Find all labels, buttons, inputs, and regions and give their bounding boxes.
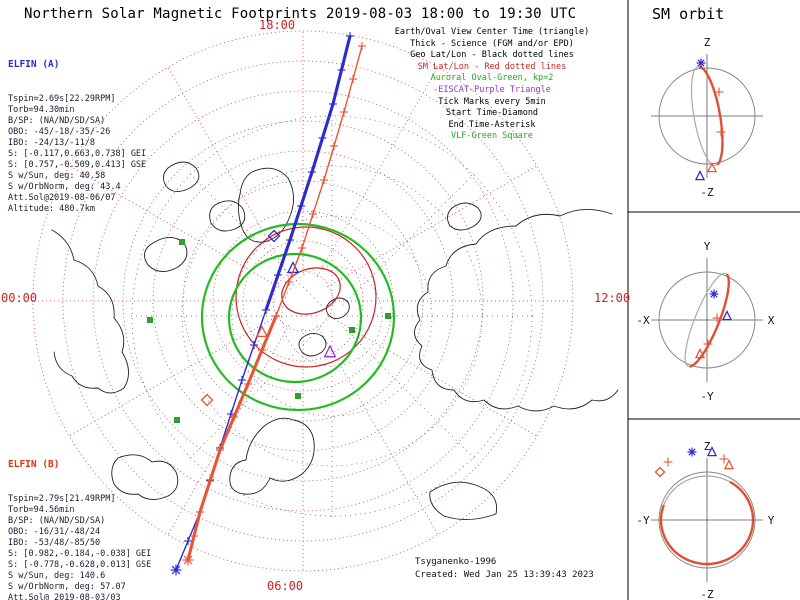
elfin-a-info-line: S: [0.757,-0.509,0.413] GSE <box>8 160 147 170</box>
legend-line: Thick - Science (FGM and/or EPD) <box>410 38 574 49</box>
orbit-axis-label: X <box>768 314 775 327</box>
footprint-track-elfin-b <box>182 42 366 566</box>
orbit-axis-label: Y <box>768 514 775 527</box>
elfin-a-parameter-lines: Tspin=2.69s[22.29RPM] Torb=94.30min B/SP: … <box>8 94 146 215</box>
elfin-a-info-line: IBO: -24/13/-11/8 <box>8 138 95 148</box>
created-timestamp: Created: Wed Jan 25 13:39:43 2023 <box>415 570 594 580</box>
coastlines <box>51 161 619 520</box>
elfin-a-header: ELFIN (A) <box>8 59 60 70</box>
plot-title: Northern Solar Magnetic Footprints 2019-… <box>24 6 577 22</box>
elfin-a-info-line: B/SP: (NA/ND/SD/SA) <box>8 116 106 126</box>
elfin-b-info-line: B/SP: (NA/ND/SD/SA) <box>8 516 106 526</box>
elfin-b-info-line: Torb=94.56min <box>8 505 75 515</box>
sm-view-circles <box>235 226 377 368</box>
orbit-axis-label: -X <box>636 314 650 327</box>
auroral-oval <box>200 222 396 412</box>
orbit-axis-label: -Z <box>700 588 714 600</box>
mlt-label-0600: 06:00 <box>267 579 304 593</box>
elfin-a-info-line: S: [-0.117,0.663,0.738] GEI <box>8 149 147 159</box>
sm-orbit-panel-1: Z -Z <box>651 36 763 199</box>
elfin-a-info-line: S w/OrbNorm, deg: 43.4 <box>8 182 121 192</box>
panel-dividers <box>627 0 800 600</box>
legend-line: Tick Marks every 5min <box>438 96 546 107</box>
elfin-b-info-line: OBO: -16/31/-48/24 <box>8 527 101 537</box>
orbit-axis-label: Z <box>704 440 711 453</box>
legend-line: Earth/Oval View Center Time (triangle) <box>394 27 590 37</box>
footprint-track-elfin-a <box>170 32 354 576</box>
legend-line: Auroral Oval-Green, kp=2 <box>430 73 554 84</box>
mlt-label-0000: 00:00 <box>1 291 38 305</box>
elfin-a-info-block: ELFIN (A) Tspin=2.69s[22.29RPM] Torb=94.3… <box>8 37 146 237</box>
sm-orbit-panel-3: Z -Y Y -Z <box>636 440 774 600</box>
elfin-b-info-line: Att.Sol@ 2019-08-03/03 <box>8 593 121 600</box>
sm-orbit-panel-2: Y -X X -Y <box>636 240 774 403</box>
map-legend: Earth/Oval View Center Time (triangle) Th… <box>393 27 591 143</box>
legend-line: Start Time-Diamond <box>445 108 539 119</box>
orbit-axis-label: Y <box>704 240 711 253</box>
mlt-label-1200: 12:00 <box>594 291 631 305</box>
elfin-a-info-line: S w/Sun, deg: 40.58 <box>8 171 106 181</box>
eiscat-station <box>323 344 337 358</box>
orbit-axis-label: -Y <box>636 514 650 527</box>
legend-line: SM Lat/Lon - Red dotted lines <box>417 61 567 72</box>
mlt-label-1800: 18:00 <box>259 18 296 32</box>
elfin-a-info-line: Torb=94.30min <box>8 105 75 115</box>
elfin-a-info-line: Altitude: 480.7km <box>8 204 95 214</box>
elfin-b-info-line: S: [-0.778,-0.628,0.013] GSE <box>8 560 152 570</box>
elfin-b-info-line: Tspin=2.79s[21.49RPM] <box>8 494 116 504</box>
legend-line: -EISCAT-Purple Triangle <box>433 84 551 95</box>
elfin-b-info-line: IBO: -53/48/-85/50 <box>8 538 101 548</box>
elfin-b-info-block: ELFIN (B) Tspin=2.79s[21.49RPM] Torb=94.5… <box>8 437 151 600</box>
vlf-stations <box>147 239 391 423</box>
orbit-axis-label: -Z <box>700 186 714 199</box>
legend-line: Geo Lat/Lon - Black dotted lines <box>410 50 574 61</box>
elfin-b-info-line: S w/Sun, deg: 140.6 <box>8 571 106 581</box>
orbit-axis-label: Z <box>704 36 711 49</box>
elfin-a-info-line: Att.Sol@2019-08-06/07 <box>8 193 116 203</box>
elfin-b-parameter-lines: Tspin=2.79s[21.49RPM] Torb=94.56min B/SP: … <box>8 494 151 600</box>
elfin-a-info-line: Tspin=2.69s[22.29RPM] <box>8 94 116 104</box>
elfin-b-header: ELFIN (B) <box>8 459 60 470</box>
sm-orbit-panel-title: SM orbit <box>652 5 725 23</box>
legend-line: VLF-Green Square <box>451 131 533 142</box>
elfin-b-info-line: S: [0.982,-0.184,-0.038] GEI <box>8 549 152 559</box>
field-model-label: Tsyganenko-1996 <box>415 557 497 567</box>
elfin-b-info-line: S w/OrbNorm, deg: 57.07 <box>8 582 126 592</box>
geo-lat-lon-grid <box>127 111 537 521</box>
legend-line: End Time-Asterisk <box>448 119 536 130</box>
orbit-axis-label: -Y <box>700 390 714 403</box>
elfin-a-info-line: OBO: -45/-18/-35/-26 <box>8 127 111 137</box>
